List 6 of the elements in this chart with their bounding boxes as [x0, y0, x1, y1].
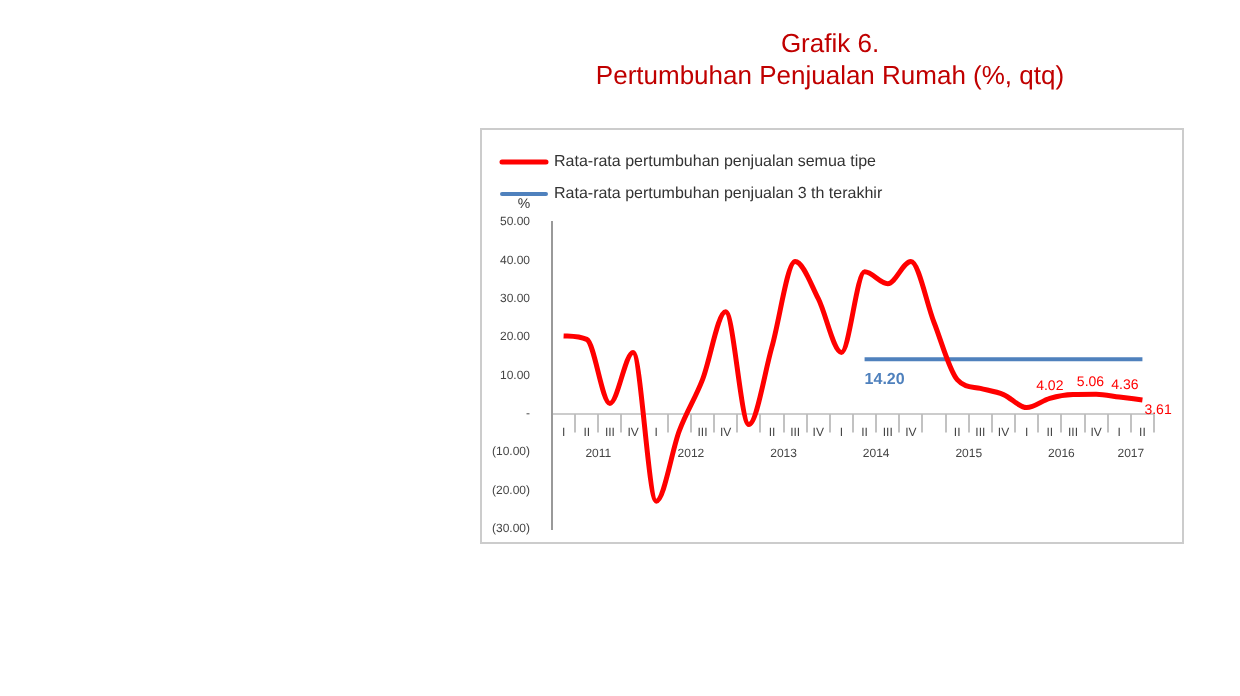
chart-subtitle: Pertumbuhan Penjualan Rumah (%, qtq): [593, 60, 1067, 92]
data-label: 14.20: [864, 369, 906, 388]
chart-title: Grafik 6.: [778, 28, 882, 60]
line-series: [561, 259, 1145, 504]
legend-label: Rata-rata pertumbuhan penjualan 3 th terakhir: [554, 184, 883, 203]
legend-label: Rata-rata pertumbuhan penjualan semua tipe: [554, 152, 878, 171]
